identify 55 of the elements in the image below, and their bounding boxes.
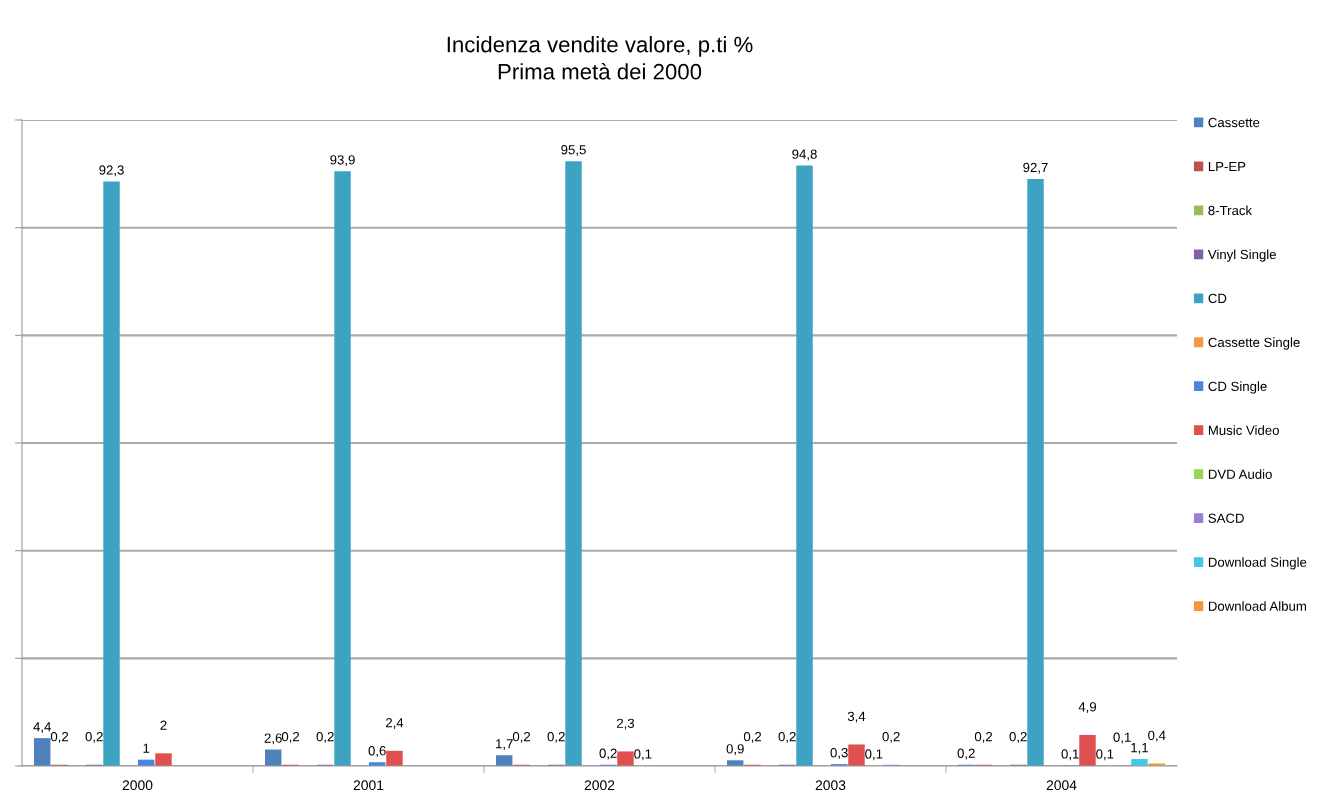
- data-label: 0,2: [599, 748, 617, 760]
- data-label: 4,4: [33, 722, 51, 733]
- data-label: 0,2: [974, 731, 993, 743]
- legend-label: Download Single: [1208, 557, 1307, 570]
- data-label: 92,3: [99, 165, 124, 177]
- data-label: 0,2: [547, 731, 565, 743]
- data-label: 0,2: [778, 731, 796, 743]
- data-label: 1,7: [496, 739, 513, 751]
- data-label: 0,1: [1096, 749, 1114, 761]
- data-label: 4,9: [1078, 702, 1097, 714]
- x-tick-label: 2002: [584, 780, 615, 791]
- data-label: 0,2: [50, 731, 69, 743]
- data-label: 0,1: [865, 749, 883, 761]
- data-label: 0,2: [1009, 731, 1027, 743]
- data-label: 1,1: [1131, 743, 1148, 754]
- data-label: 0,1: [634, 749, 652, 761]
- chart-title: Incidenza vendite valore, p.ti % Prima metà dei 2000: [447, 36, 753, 80]
- x-tick-label: 2003: [815, 780, 846, 791]
- data-label: 0,4: [1148, 730, 1166, 742]
- legend-label: Cassette: [1208, 117, 1260, 128]
- data-label: 2,6: [264, 733, 282, 745]
- data-label: 1: [143, 743, 150, 753]
- data-label: 0,2: [743, 731, 762, 743]
- data-label: 0,2: [316, 731, 334, 743]
- data-label: 2,4: [385, 718, 404, 729]
- data-label: 0,3: [830, 747, 848, 759]
- legend-label: CD Single: [1208, 381, 1267, 394]
- data-label: 2,3: [616, 718, 635, 730]
- legend-label: 8-Track: [1208, 205, 1253, 216]
- legend-label: LP-EP: [1208, 161, 1246, 172]
- data-label: 0,6: [368, 746, 386, 757]
- x-tick-label: 2004: [1046, 780, 1077, 791]
- x-tick-label: 2001: [353, 780, 384, 791]
- x-tick-label: 2000: [122, 780, 153, 791]
- legend-label: SACD: [1208, 513, 1244, 523]
- data-label: 0,2: [281, 731, 300, 743]
- legend-label: Music Video: [1208, 425, 1279, 435]
- data-label: 3,4: [847, 711, 866, 723]
- data-label: 0,1: [1113, 732, 1131, 744]
- legend-label: DVD Audio: [1208, 469, 1272, 479]
- data-label: 0,2: [512, 731, 531, 743]
- data-label: 0,1: [1061, 749, 1079, 761]
- data-label: 0,2: [85, 731, 103, 743]
- data-label: 2: [160, 720, 167, 730]
- legend-label: Vinyl Single: [1207, 249, 1276, 262]
- legend-label: Cassette Single: [1208, 337, 1300, 350]
- data-label: 94,8: [792, 149, 817, 161]
- data-label: 0,2: [957, 748, 975, 760]
- data-label: 0,2: [882, 731, 900, 743]
- legend-label: CD: [1208, 293, 1227, 304]
- legend-label: Download Album: [1208, 601, 1306, 611]
- data-label: 95,5: [561, 145, 586, 156]
- data-label: 92,7: [1023, 162, 1048, 174]
- data-label: 0,9: [726, 744, 744, 756]
- data-label: 93,9: [330, 155, 355, 167]
